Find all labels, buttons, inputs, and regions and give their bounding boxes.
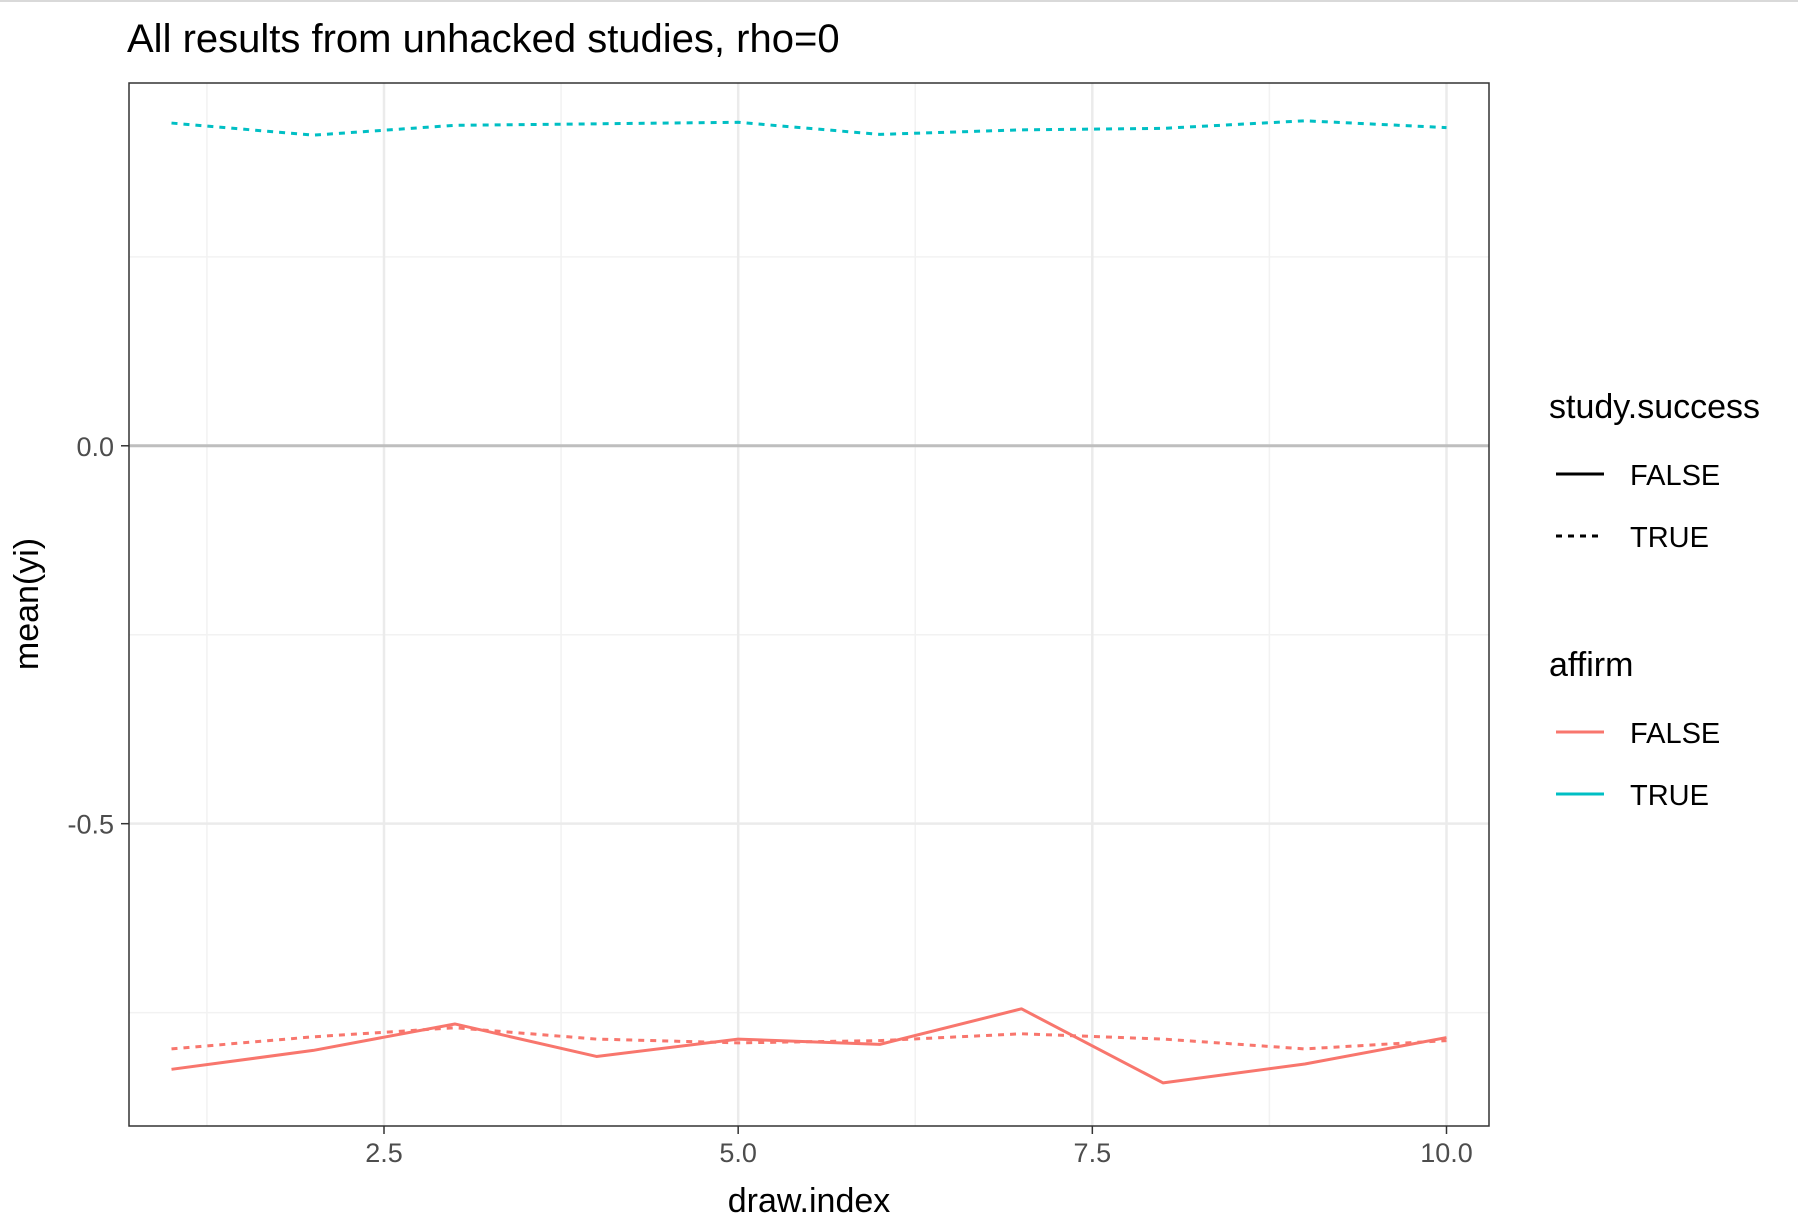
legend-label-study-true: TRUE	[1630, 522, 1709, 554]
y-axis-label: mean(yi)	[8, 538, 46, 670]
series-layer	[171, 119, 1447, 1085]
legend-title-affirm: affirm	[1549, 646, 1633, 684]
series-line-affirm-false-success-true	[171, 1026, 1447, 1051]
plot-border	[128, 82, 1490, 1127]
x-tick-label: 7.5	[1074, 1138, 1112, 1168]
y-axis: 0.0 -0.5	[67, 432, 129, 840]
y-tick-label: 0.0	[76, 432, 114, 462]
series-line-affirm-true-success-true	[171, 119, 1447, 137]
x-tick-label: 2.5	[365, 1138, 403, 1168]
grid-minor	[129, 83, 1489, 1126]
legend-label-study-false: FALSE	[1630, 460, 1720, 492]
y-tick-label: -0.5	[67, 810, 114, 840]
plot-panel	[129, 83, 1489, 1126]
legend: study.success FALSE TRUE affirm FALSE TR…	[1549, 388, 1760, 812]
x-axis-label: draw.index	[728, 1182, 891, 1220]
x-tick-label: 10.0	[1420, 1138, 1473, 1168]
legend-label-affirm-true: TRUE	[1630, 780, 1709, 812]
x-tick-label: 5.0	[719, 1138, 757, 1168]
legend-label-affirm-false: FALSE	[1630, 718, 1720, 750]
legend-title-study-success: study.success	[1549, 388, 1760, 426]
grid-major	[129, 83, 1489, 1126]
chart-title: All results from unhacked studies, rho=0	[127, 17, 840, 61]
x-axis: 2.5 5.0 7.5 10.0	[365, 1126, 1473, 1168]
